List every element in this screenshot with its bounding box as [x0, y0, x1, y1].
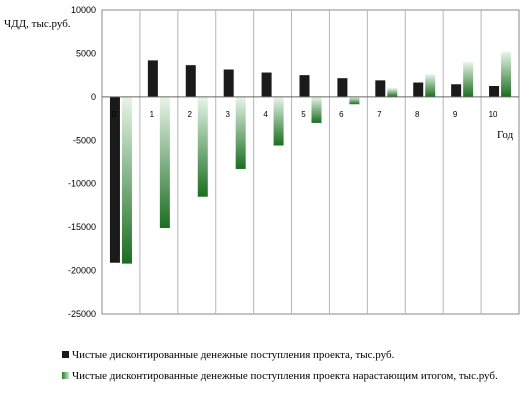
legend-item-1: Чистые дисконтированные денежные поступл…	[62, 349, 394, 361]
legend-label-1: Чистые дисконтированные денежные поступл…	[72, 349, 395, 361]
legend-item-2: Чистые дисконтированные денежные поступл…	[62, 370, 498, 382]
bar-series-2	[349, 96, 360, 105]
bar-series-2	[273, 96, 284, 146]
bar-series-1	[413, 82, 424, 97]
bar-series-1	[375, 80, 386, 97]
bar-series-1	[489, 86, 500, 97]
y-axis-title: ЧДД, тыс.руб.	[4, 18, 71, 30]
x-category-labels: 0 1 2 3 4 5 6 7 8 9 10	[112, 110, 498, 119]
bar-series-1	[261, 72, 272, 97]
y-tick-label: -25000	[68, 309, 96, 319]
y-tick-label: 5000	[76, 48, 96, 58]
bar-series-2	[463, 62, 474, 97]
y-tick-label: -20000	[68, 266, 96, 276]
legend-label-2: Чистые дисконтированные денежные поступл…	[72, 370, 498, 382]
legend-swatch-2	[62, 372, 69, 379]
x-category-label: 8	[415, 110, 420, 119]
bars	[109, 51, 512, 264]
x-category-label: 4	[263, 110, 268, 119]
x-category-label: 2	[188, 110, 193, 119]
bar-series-1	[109, 96, 120, 263]
legend-swatch-1	[62, 351, 69, 358]
y-tick-label: -10000	[68, 179, 96, 189]
y-tick-label: 10000	[71, 5, 96, 15]
x-category-label: 0	[112, 110, 117, 119]
bar-series-1	[223, 69, 234, 97]
x-category-label: 3	[225, 110, 230, 119]
x-category-label: 5	[301, 110, 306, 119]
bar-series-2	[197, 96, 208, 197]
bar-series-1	[337, 78, 348, 97]
y-tick-label: -5000	[73, 135, 96, 145]
bar-series-2	[121, 96, 132, 264]
bar-series-2	[235, 96, 246, 169]
x-category-label: 10	[489, 110, 498, 119]
y-tick-labels: 10000 5000 0 -5000 -10000 -15000 -20000 -25000	[68, 5, 96, 319]
bar-series-2	[311, 96, 322, 123]
x-category-label: 9	[453, 110, 458, 119]
bar-series-2	[425, 74, 436, 97]
y-tick-label: 0	[91, 92, 96, 102]
x-axis-title: Год	[497, 129, 514, 141]
bar-series-2	[501, 51, 512, 97]
bar-series-2	[387, 88, 398, 97]
plot-area	[101, 9, 520, 315]
bar-series-1	[451, 84, 462, 97]
x-category-label: 7	[377, 110, 382, 119]
x-category-label: 6	[339, 110, 344, 119]
bar-series-1	[185, 65, 196, 97]
grid-lines	[139, 10, 482, 314]
bar-series-1	[299, 75, 310, 97]
bar-series-1	[147, 60, 158, 97]
bar-series-2	[159, 96, 170, 229]
x-category-label: 1	[150, 110, 155, 119]
y-tick-label: -15000	[68, 222, 96, 232]
